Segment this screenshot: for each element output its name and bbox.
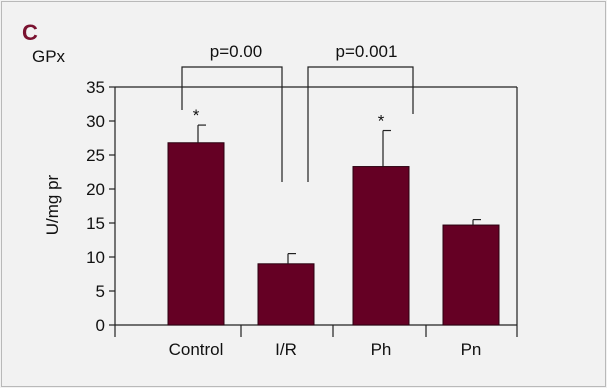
significance-mark: * — [193, 106, 200, 125]
x-tick-label: Control — [169, 340, 224, 359]
y-tick-label: 25 — [86, 146, 105, 165]
x-tick-label: Ph — [371, 340, 392, 359]
comparison-brackets: p=0.00 p=0.001 — [181, 42, 414, 182]
comparison-bracket — [181, 66, 283, 182]
comparison-label: p=0.00 — [210, 42, 262, 61]
y-tick-label: 20 — [86, 180, 105, 199]
chart-title: GPx — [32, 47, 66, 66]
y-tick-label: 15 — [86, 214, 105, 233]
y-tick-label: 35 — [86, 78, 105, 97]
bar — [442, 224, 500, 326]
y-tick-label: 10 — [86, 248, 105, 267]
panel-label: C — [22, 20, 38, 45]
y-tick-label: 5 — [96, 282, 105, 301]
comparison-label: p=0.001 — [336, 42, 398, 61]
significance-mark: * — [378, 112, 385, 131]
comparison-bracket — [307, 66, 414, 182]
y-axis-label: U/mg pr — [43, 174, 62, 235]
bar — [257, 263, 315, 326]
bars: * * — [167, 106, 500, 326]
bar — [352, 166, 410, 326]
x-tick-label: I/R — [275, 340, 297, 359]
x-tick-label: Pn — [461, 340, 482, 359]
y-tick-label: 0 — [96, 316, 105, 335]
bar — [167, 142, 225, 326]
y-tick-label: 30 — [86, 112, 105, 131]
